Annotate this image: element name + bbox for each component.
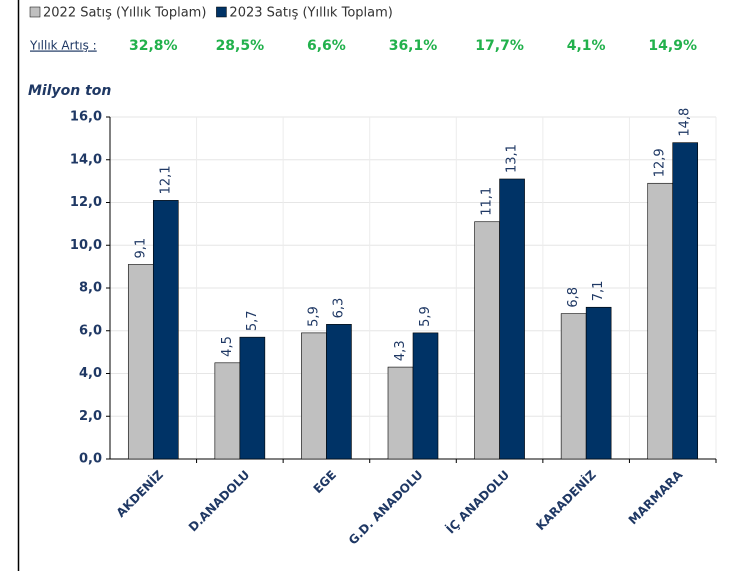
y-axis-label: Milyon ton	[28, 83, 111, 99]
legend-swatch	[216, 6, 227, 18]
growth-value: 28,5%	[216, 38, 265, 54]
growth-label: Yıllık Artış :	[29, 39, 97, 53]
value-label: 5,7	[245, 310, 260, 331]
growth-value: 36,1%	[389, 38, 438, 54]
bar	[152, 200, 179, 460]
legend-label: 2023 Satış (Yıllık Toplam)	[229, 6, 392, 21]
growth-value: 32,8%	[129, 38, 178, 54]
value-label: 6,8	[566, 287, 581, 308]
value-label: 9,1	[133, 238, 148, 259]
value-label: 7,1	[591, 281, 606, 302]
value-label: 13,1	[505, 144, 520, 173]
bar	[387, 366, 414, 460]
legend-swatch	[29, 6, 41, 18]
bar	[474, 221, 500, 460]
bar	[560, 313, 587, 460]
growth-value: 4,1%	[567, 38, 606, 54]
bar	[214, 362, 241, 460]
bar	[127, 264, 154, 460]
value-label: 11,1	[480, 187, 495, 216]
y-tick-label: 6,0	[79, 323, 102, 338]
x-tick-label: MARMARA	[626, 467, 686, 527]
bar	[647, 182, 674, 460]
x-tick-label: EGE	[311, 468, 339, 496]
x-tick-label: İÇ ANADOLU	[443, 467, 512, 536]
y-tick-label: 16,0	[70, 110, 102, 125]
bar	[412, 332, 439, 460]
y-tick-label: 4,0	[79, 366, 102, 381]
x-tick-label: AKDENİZ	[113, 467, 166, 520]
value-label: 5,9	[306, 306, 321, 327]
value-label: 12,9	[653, 148, 668, 177]
bar	[239, 336, 266, 460]
y-tick-label: 10,0	[70, 238, 102, 253]
value-label: 4,3	[393, 340, 408, 361]
x-tick-label: D.ANADOLU	[186, 468, 253, 535]
y-tick-label: 2,0	[79, 409, 102, 424]
y-tick-label: 12,0	[70, 195, 102, 210]
legend-label: 2022 Satış (Yıllık Toplam)	[43, 6, 206, 21]
y-tick-label: 14,0	[70, 152, 102, 167]
value-label: 14,8	[678, 108, 693, 137]
bar	[301, 332, 327, 460]
bar	[672, 142, 699, 460]
value-label: 6,3	[331, 298, 346, 319]
growth-value: 14,9%	[648, 38, 697, 54]
value-label: 5,9	[418, 306, 433, 327]
value-label: 12,1	[158, 165, 173, 194]
y-tick-label: 0,0	[79, 452, 102, 467]
growth-value: 6,6%	[307, 38, 346, 54]
bar	[585, 306, 612, 460]
x-tick-label: G.D. ANADOLU	[346, 468, 426, 548]
growth-value: 17,7%	[475, 38, 524, 54]
value-label: 4,5	[220, 336, 235, 357]
bar	[499, 178, 525, 460]
y-tick-label: 8,0	[79, 281, 102, 296]
bar	[326, 324, 352, 460]
x-tick-label: KARADENİZ	[533, 467, 599, 533]
